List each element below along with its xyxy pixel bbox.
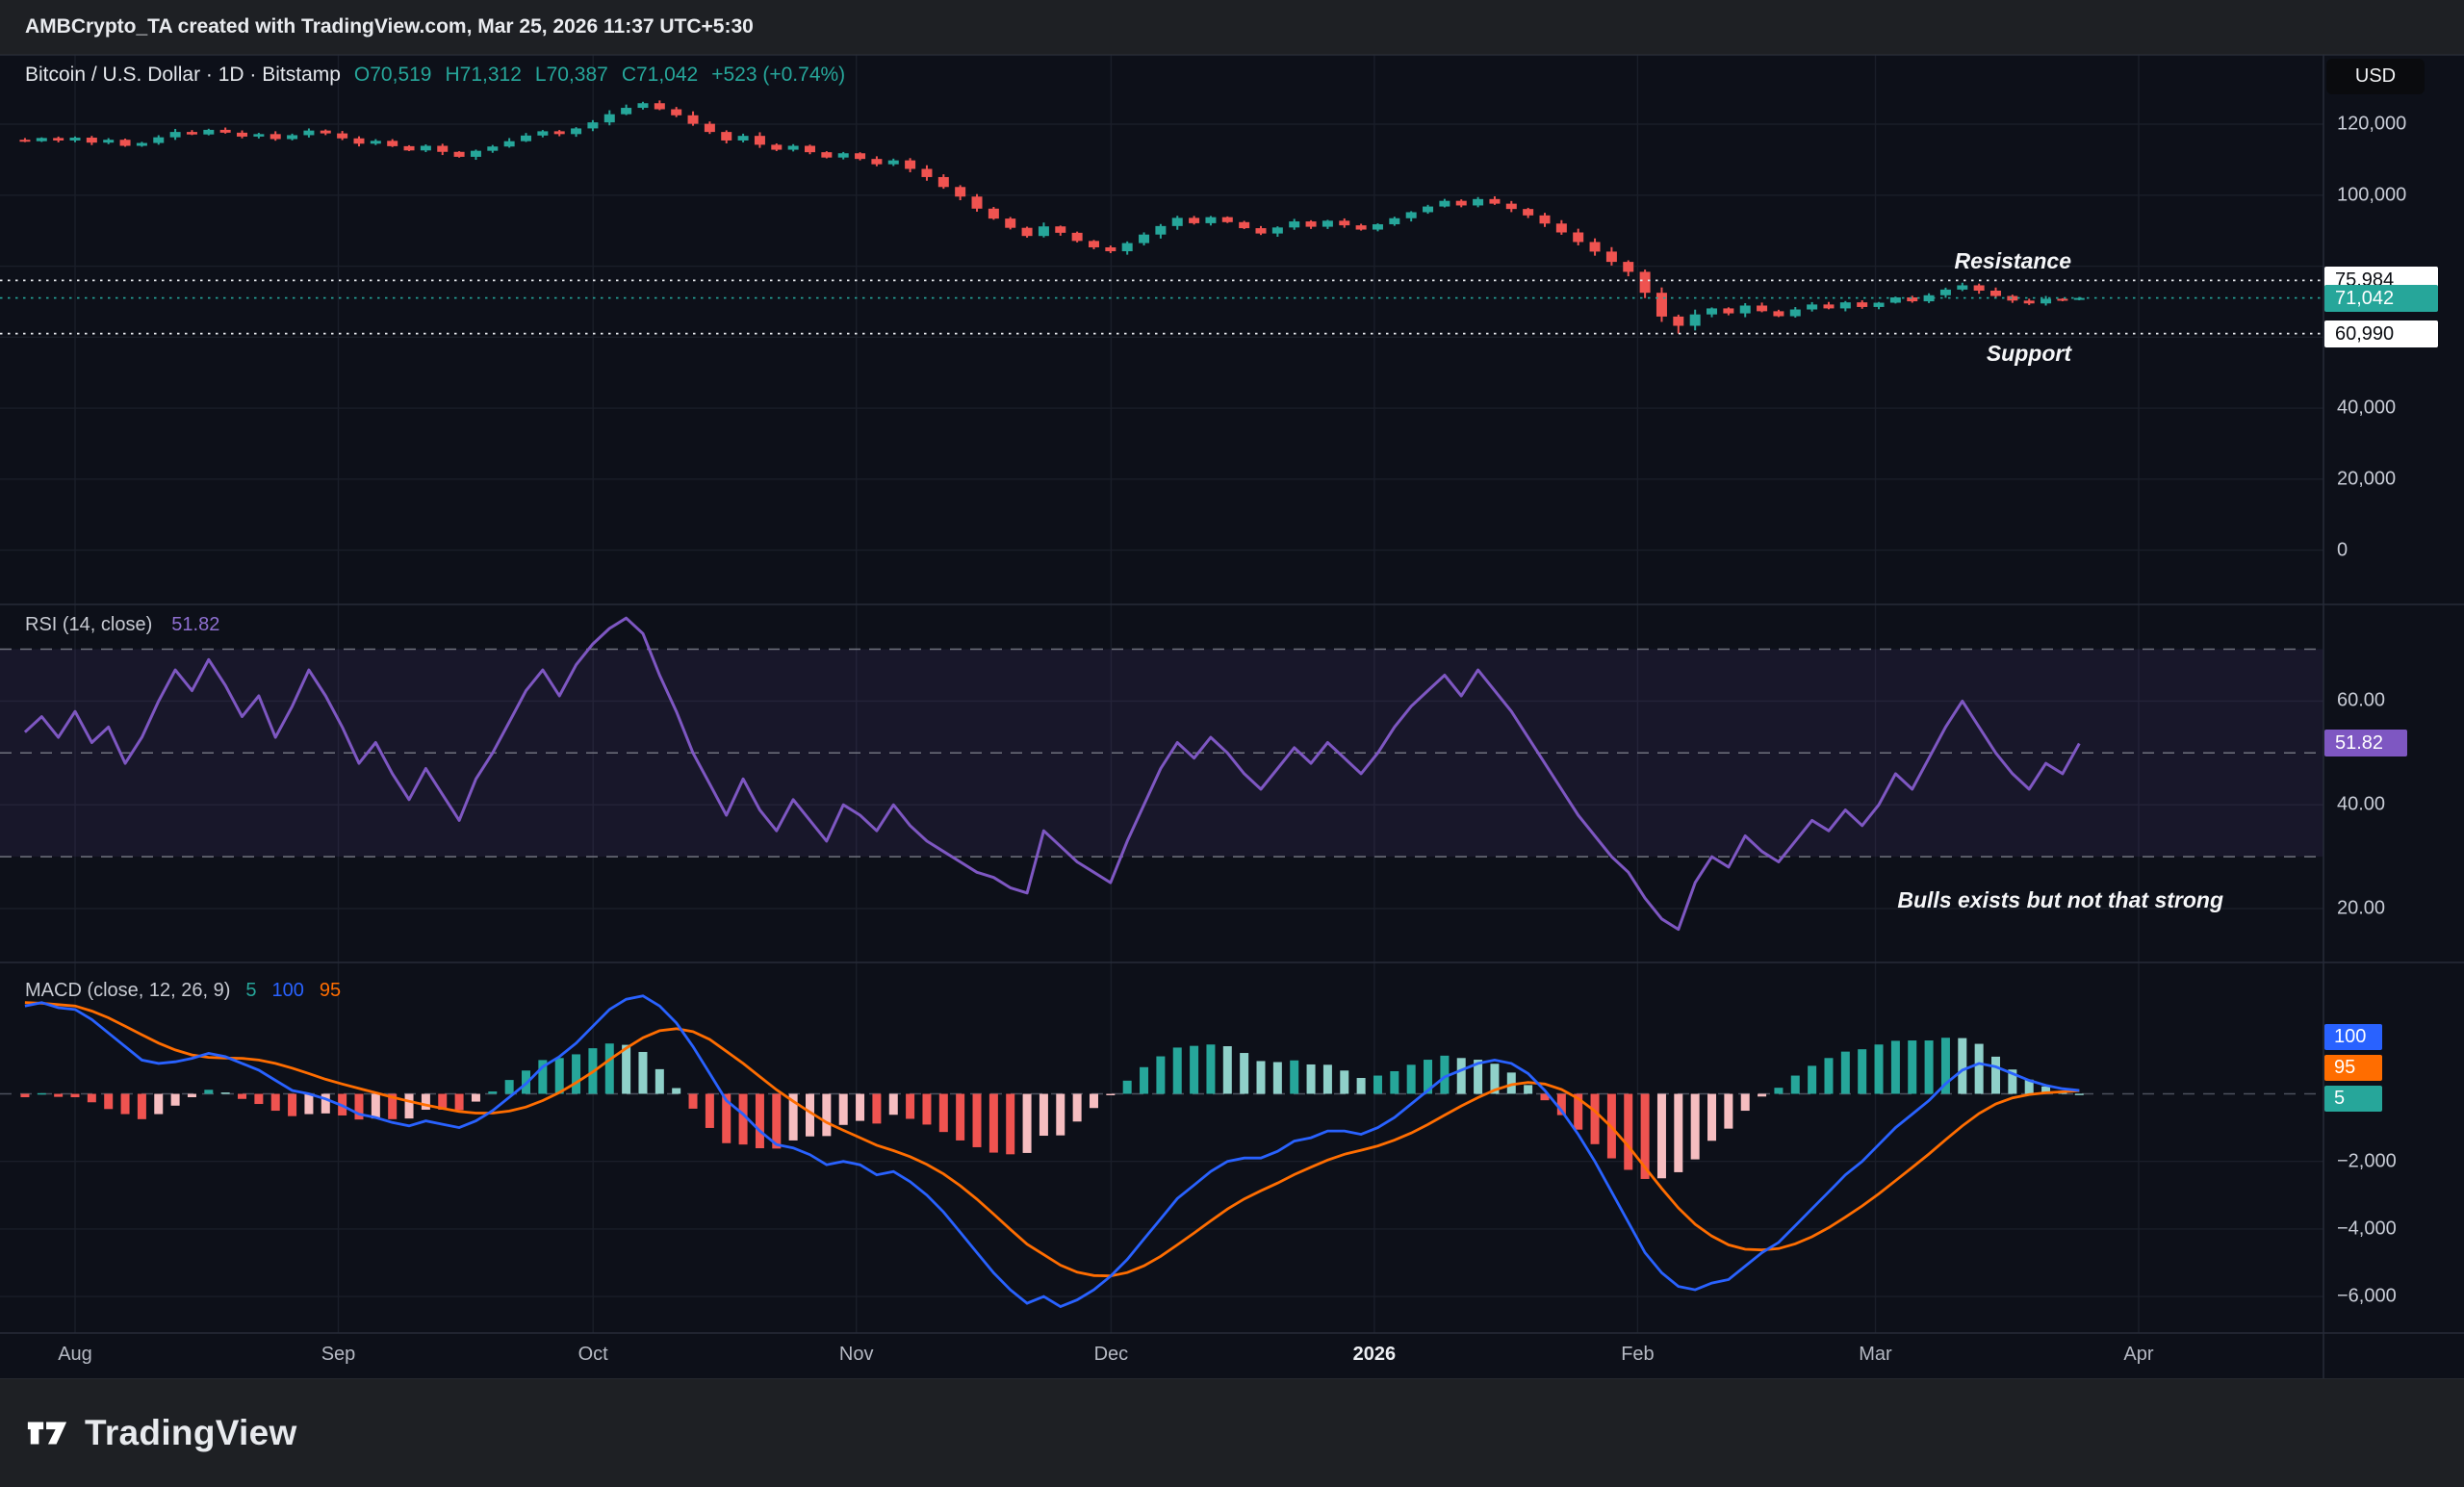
price-axis-label: 40,000 [2337,397,2397,419]
macd-line-badge: 100 [2324,1024,2382,1050]
resistance-annotation: Resistance [1954,248,2071,273]
tradingview-brand[interactable]: TradingView [85,1413,297,1452]
attribution-bar: AMBCrypto_TA created with TradingView.co… [0,0,2464,55]
support-price-badge: 60,990 [2324,320,2438,347]
time-axis-label: Oct [578,1344,608,1365]
time-axis-label: Sep [321,1344,356,1365]
rsi-legend: RSI (14, close) 51.82 [25,614,219,636]
ohlc-open: O70,519 [353,64,432,86]
footer-bar: TradingView [0,1378,2464,1487]
time-axis-label: Aug [58,1344,92,1365]
price-legend: Bitcoin / U.S. Dollar · 1D · Bitstamp O7… [25,64,845,87]
macd-axis-label: −2,000 [2337,1150,2397,1172]
rsi-axis-label: 60.00 [2337,689,2386,711]
rsi-value-badge: 51.82 [2324,730,2407,757]
time-axis-label: Feb [1621,1344,1655,1365]
macd-hist-value: 5 [245,980,257,1001]
time-axis-label: Apr [2123,1344,2154,1365]
macd-axis-label: −4,000 [2337,1218,2397,1240]
time-axis-label: Nov [838,1344,874,1365]
rsi-indicator-title[interactable]: RSI (14, close) [25,614,153,635]
macd-indicator-title[interactable]: MACD (close, 12, 26, 9) [25,980,231,1001]
last-price-badge: 71,042 [2324,284,2438,312]
time-axis-label: Dec [1093,1344,1129,1365]
attribution-text: AMBCrypto_TA created with TradingView.co… [25,15,754,38]
price-axis-label: 20,000 [2337,468,2397,490]
symbol-title[interactable]: Bitcoin / U.S. Dollar · 1D · Bitstamp [25,64,341,86]
support-annotation: Support [1986,341,2071,366]
price-scale[interactable]: 120,000 100,000 40,000 20,000 0 60.00 40.00 20.… [2323,55,2464,1378]
price-axis-label: 120,000 [2337,113,2407,135]
time-axis[interactable]: Aug Sep Oct Nov Dec 2026 Feb Mar Apr [0,1333,2464,1378]
price-axis-label: 100,000 [2337,184,2407,206]
macd-legend: MACD (close, 12, 26, 9) 5 100 95 [25,980,341,1002]
macd-axis-label: −6,000 [2337,1285,2397,1307]
macd-signal-value: 95 [319,980,342,1001]
macd-line-value: 100 [271,980,304,1001]
rsi-value: 51.82 [171,614,220,635]
ohlc-close: C71,042 [621,64,699,86]
currency-toggle-button[interactable]: USD [2326,59,2425,94]
time-axis-label: Mar [1859,1344,1892,1365]
ohlc-low: L70,387 [534,64,608,86]
rsi-axis-label: 20.00 [2337,897,2386,919]
rsi-axis-label: 40.00 [2337,793,2386,815]
price-axis-label: 0 [2337,539,2348,561]
price-change: +523 (+0.74%) [711,64,846,86]
bulls-annotation: Bulls exists but not that strong [1897,887,2223,912]
time-axis-label: 2026 [1352,1344,1397,1365]
macd-signal-badge: 95 [2324,1055,2382,1081]
macd-hist-badge: 5 [2324,1086,2382,1112]
ohlc-high: H71,312 [445,64,522,86]
tradingview-logo-icon[interactable] [25,1411,69,1455]
